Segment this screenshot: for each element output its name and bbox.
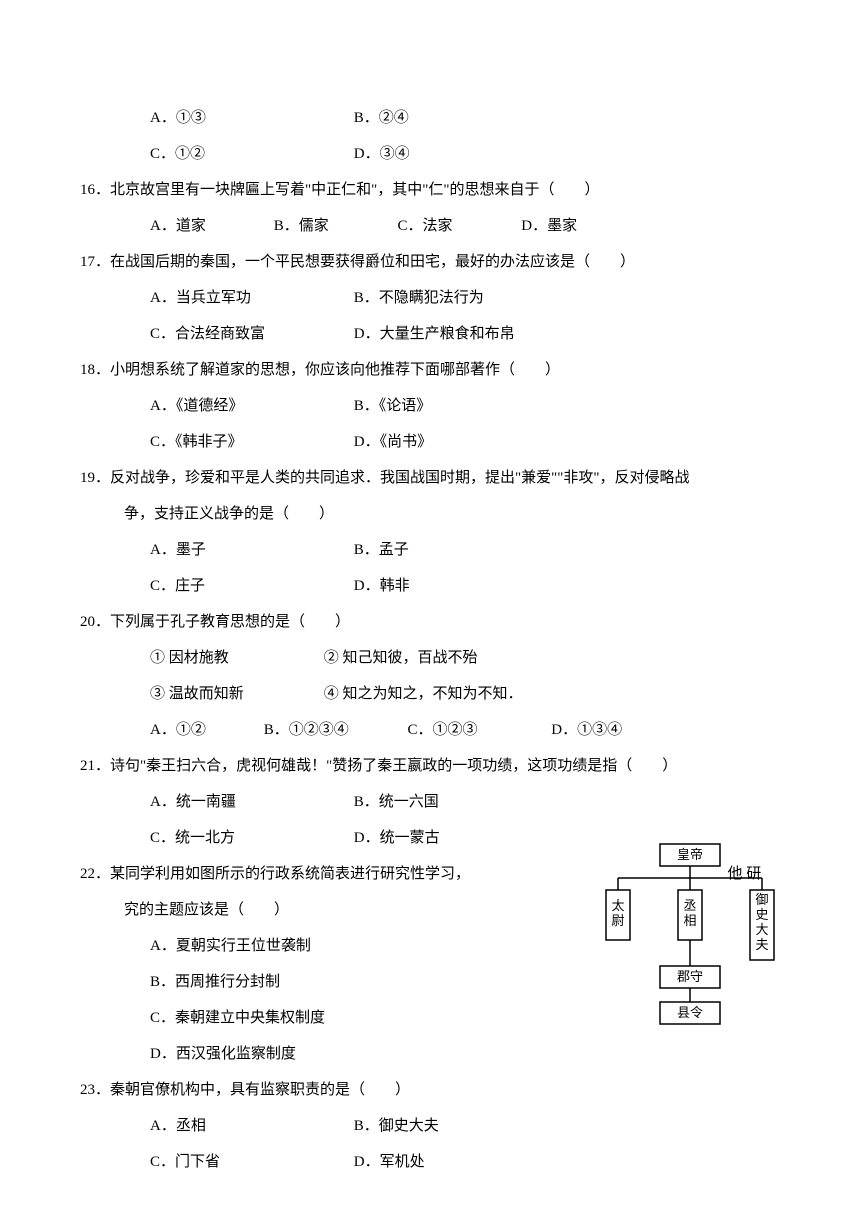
q21-option-c: C．统一北方 (150, 820, 350, 856)
diagram-svg: 皇帝 太尉 丞相 御史大夫 郡守 县令 (590, 842, 790, 1032)
q23-option-b: B．御史大夫 (354, 1108, 439, 1144)
q19-text2: 争，支持正义战争的是（ ） (80, 496, 780, 532)
q20-item1: ① 因材施教 (150, 640, 320, 676)
q21-option-b: B．统一六国 (354, 784, 439, 820)
q23-text: 23．秦朝官僚机构中，具有监察职责的是（ ） (80, 1072, 780, 1108)
q17-options-row2: C．合法经商致富 D．大量生产粮食和布帛 (80, 316, 780, 352)
diagram-junshou: 郡守 (677, 969, 703, 984)
q18-option-a: A．《道德经》 (150, 388, 350, 424)
q23-option-d: D．军机处 (354, 1144, 425, 1180)
q19-option-a: A．墨子 (150, 532, 350, 568)
q15-option-a: A．①③ (150, 100, 350, 136)
question-16: 16．北京故宫里有一块牌匾上写着"中正仁和"，其中"仁"的思想来自于（ ） A．… (80, 172, 780, 244)
diagram-taiwei: 太尉 (611, 898, 624, 928)
q16-options: A．道家 B．儒家 C．法家 D．墨家 (80, 208, 780, 244)
q21-option-d: D．统一蒙古 (354, 820, 440, 856)
q18-options-row1: A．《道德经》 B．《论语》 (80, 388, 780, 424)
q15-options-row1: A．①③ B．②④ (80, 100, 780, 136)
q19-option-c: C．庄子 (150, 568, 350, 604)
question-18: 18．小明想系统了解道家的思想，你应该向他推荐下面哪部著作（ ） A．《道德经》… (80, 352, 780, 460)
q17-text: 17．在战国后期的秦国，一个平民想要获得爵位和田宅，最好的办法应该是（ ） (80, 244, 780, 280)
q16-option-a: A．道家 (150, 208, 270, 244)
q17-options-row1: A．当兵立军功 B．不隐瞒犯法行为 (80, 280, 780, 316)
question-17: 17．在战国后期的秦国，一个平民想要获得爵位和田宅，最好的办法应该是（ ） A．… (80, 244, 780, 352)
q20-line2: ③ 温故而知新 ④ 知之为知之，不知为不知． (80, 676, 780, 712)
q21-option-a: A．统一南疆 (150, 784, 350, 820)
q23-options-row1: A．丞相 B．御史大夫 (80, 1108, 780, 1144)
q16-text: 16．北京故宫里有一块牌匾上写着"中正仁和"，其中"仁"的思想来自于（ ） (80, 172, 780, 208)
q21-options-row1: A．统一南疆 B．统一六国 (80, 784, 780, 820)
q20-option-a: A．①② (150, 712, 260, 748)
q16-option-c: C．法家 (398, 208, 518, 244)
q19-options-row2: C．庄子 D．韩非 (80, 568, 780, 604)
q18-option-d: D．《尚书》 (354, 424, 432, 460)
q20-item3: ③ 温故而知新 (150, 676, 320, 712)
q15-options-row2: C．①② D．③④ (80, 136, 780, 172)
q22-option-d: D．西汉强化监察制度 (80, 1036, 780, 1072)
q16-option-d: D．墨家 (521, 208, 641, 244)
q19-text: 19．反对战争，珍爱和平是人类的共同追求．我国战国时期，提出"兼爱""非攻"，反… (80, 460, 780, 496)
q19-options-row1: A．墨子 B．孟子 (80, 532, 780, 568)
q16-option-b: B．儒家 (274, 208, 394, 244)
diagram-chengxiang: 丞相 (683, 898, 696, 928)
question-20: 20．下列属于孔子教育思想的是（ ） ① 因材施教 ② 知己知彼，百战不殆 ③ … (80, 604, 780, 748)
question-23: 23．秦朝官僚机构中，具有监察职责的是（ ） A．丞相 B．御史大夫 C．门下省… (80, 1072, 780, 1180)
q23-option-c: C．门下省 (150, 1144, 350, 1180)
q18-options-row2: C．《韩非子》 D．《尚书》 (80, 424, 780, 460)
q17-option-d: D．大量生产粮食和布帛 (354, 316, 515, 352)
q23-options-row2: C．门下省 D．军机处 (80, 1144, 780, 1180)
q17-option-c: C．合法经商致富 (150, 316, 350, 352)
question-21: 21．诗句"秦王扫六合，虎视何雄哉！"赞扬了秦王嬴政的一项功绩，这项功绩是指（ … (80, 748, 780, 856)
question-22: 22．某同学利用如图所示的行政系统简表进行研究性学习， 他 研 究的主题应该是（… (80, 856, 780, 1072)
diagram-yushi: 御史大夫 (755, 892, 768, 952)
q20-item4: ④ 知之为知之，不知为不知． (324, 676, 523, 712)
q15-option-b: B．②④ (354, 100, 409, 136)
q20-option-b: B．①②③④ (264, 712, 404, 748)
diagram-xianling: 县令 (677, 1005, 703, 1020)
q15-option-c: C．①② (150, 136, 350, 172)
q17-option-a: A．当兵立军功 (150, 280, 350, 316)
admin-diagram: 皇帝 太尉 丞相 御史大夫 郡守 县令 (590, 842, 790, 1034)
q20-option-d: D．①③④ (551, 712, 622, 748)
question-19: 19．反对战争，珍爱和平是人类的共同追求．我国战国时期，提出"兼爱""非攻"，反… (80, 460, 780, 604)
q20-option-c: C．①②③ (408, 712, 548, 748)
q18-text: 18．小明想系统了解道家的思想，你应该向他推荐下面哪部著作（ ） (80, 352, 780, 388)
diagram-emperor: 皇帝 (677, 847, 703, 862)
q15-option-d: D．③④ (354, 136, 410, 172)
q21-text: 21．诗句"秦王扫六合，虎视何雄哉！"赞扬了秦王嬴政的一项功绩，这项功绩是指（ … (80, 748, 780, 784)
q20-line1: ① 因材施教 ② 知己知彼，百战不殆 (80, 640, 780, 676)
q18-option-c: C．《韩非子》 (150, 424, 350, 460)
q20-options: A．①② B．①②③④ C．①②③ D．①③④ (80, 712, 780, 748)
q22-text-l1: 22．某同学利用如图所示的行政系统简表进行研究性学习， (80, 856, 520, 892)
q23-option-a: A．丞相 (150, 1108, 350, 1144)
q19-option-b: B．孟子 (354, 532, 409, 568)
q18-option-b: B．《论语》 (354, 388, 432, 424)
q20-text: 20．下列属于孔子教育思想的是（ ） (80, 604, 780, 640)
q17-option-b: B．不隐瞒犯法行为 (354, 280, 484, 316)
q20-item2: ② 知己知彼，百战不殆 (324, 640, 478, 676)
q19-option-d: D．韩非 (354, 568, 410, 604)
